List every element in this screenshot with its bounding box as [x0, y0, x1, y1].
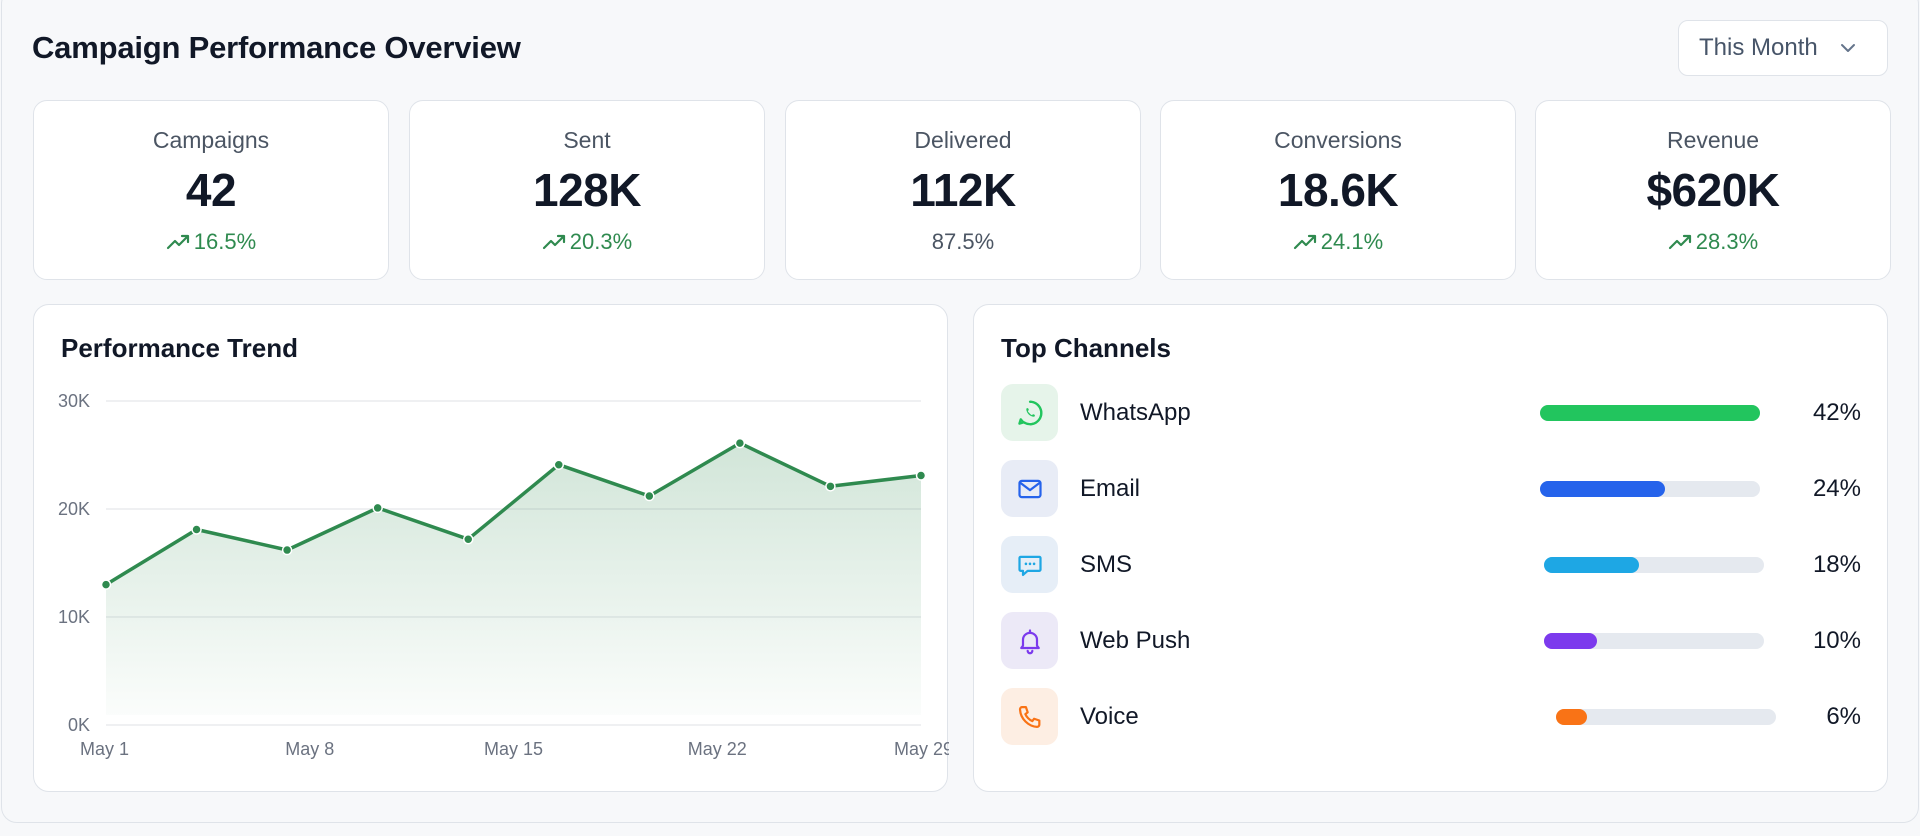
channel-progress-fill — [1556, 709, 1587, 725]
channel-progress-track — [1556, 709, 1776, 725]
trend-point — [553, 459, 565, 470]
stat-change: 16.5% — [34, 229, 388, 255]
channel-row-web-push: Web Push 10% — [1001, 612, 1861, 670]
stat-card-delivered: Delivered 112K 87.5% — [785, 100, 1141, 280]
trend-point — [644, 490, 655, 502]
whatsapp-icon — [1001, 384, 1058, 441]
trend-point — [734, 437, 746, 449]
x-tick-label: May 8 — [285, 739, 334, 759]
stat-change-value: 16.5% — [193, 229, 257, 254]
trend-point — [281, 544, 293, 556]
channel-progress-track — [1540, 405, 1760, 421]
x-tick-label: May 29 — [894, 739, 949, 759]
page-title: Campaign Performance Overview — [32, 30, 521, 65]
stat-change-value: 20.3% — [569, 229, 633, 254]
channel-progress-track — [1544, 557, 1764, 573]
top-channels-card: Top Channels WhatsApp 42% Email 24% SMS … — [973, 304, 1888, 792]
channel-progress-track — [1540, 481, 1760, 497]
stat-label: Sent — [563, 127, 611, 153]
trending-up-icon — [166, 234, 189, 250]
stat-change-value: 24.1% — [1320, 229, 1384, 254]
stat-change-value: 87.5% — [931, 229, 995, 254]
stat-change: 87.5% — [786, 229, 1140, 255]
stat-card-conversions: Conversions 18.6K 24.1% — [1160, 100, 1516, 280]
channel-row-voice: Voice 6% — [1001, 688, 1861, 746]
trending-up-icon — [542, 234, 565, 250]
channel-name: Email — [1080, 475, 1141, 502]
performance-trend-card: Performance Trend 0K 10K 20K 30K May 1 May 8… — [33, 304, 949, 792]
stat-change: 28.3% — [1536, 229, 1890, 255]
stat-card-campaigns: Campaigns 42 16.5% — [33, 100, 389, 280]
y-tick-label: 20K — [58, 499, 90, 519]
trend-point — [372, 502, 383, 514]
channel-row-sms: SMS 18% — [1001, 536, 1861, 594]
stat-label: Campaigns — [152, 127, 270, 153]
trending-up-icon — [1293, 234, 1316, 250]
stat-change: 24.1% — [1161, 229, 1515, 255]
y-tick-label: 0K — [68, 715, 90, 735]
stat-change-value: 28.3% — [1695, 229, 1759, 254]
trend-point — [915, 470, 927, 481]
trend-point — [825, 481, 836, 492]
channel-name: SMS — [1080, 551, 1133, 578]
stat-value: 112K — [910, 164, 1016, 216]
channel-progress-fill — [1544, 633, 1597, 649]
channel-progress-fill — [1540, 405, 1760, 421]
mail-icon — [1001, 460, 1058, 517]
card-title: Top Channels — [1001, 333, 1171, 363]
channel-progress-fill — [1544, 557, 1639, 573]
stat-label: Revenue — [1666, 127, 1760, 153]
channel-percent: 42% — [1812, 399, 1861, 426]
x-tick-label: May 1 — [80, 739, 129, 759]
stat-card-sent: Sent 128K 20.3% — [409, 100, 765, 280]
period-select-label: This Month — [1699, 34, 1818, 61]
bell-icon — [1001, 612, 1058, 669]
period-select[interactable]: This Month — [1678, 20, 1888, 76]
trend-line — [105, 441, 922, 587]
trend-point — [100, 579, 112, 590]
stat-label: Delivered — [914, 127, 1012, 153]
trend-area — [106, 443, 921, 715]
y-tick-label: 30K — [58, 391, 90, 411]
stat-value: 18.6K — [1277, 164, 1399, 216]
chat-icon — [1001, 536, 1058, 593]
stat-label: Conversions — [1274, 127, 1402, 153]
channel-progress-fill — [1540, 481, 1666, 497]
performance-trend-chart: 0K 10K 20K 30K May 1 May 8 May 15 May 22 May 29 — [58, 391, 949, 759]
channel-row-email: Email 24% — [1001, 460, 1861, 518]
channel-progress-track — [1544, 633, 1764, 649]
trend-point — [462, 533, 474, 545]
phone-icon — [1001, 688, 1058, 745]
stat-card-revenue: Revenue $620K 28.3% — [1535, 100, 1891, 280]
channel-name: WhatsApp — [1080, 399, 1191, 426]
trending-up-icon — [1668, 234, 1691, 250]
card-title: Performance Trend — [61, 333, 298, 363]
stat-change: 20.3% — [410, 229, 764, 255]
x-tick-label: May 22 — [688, 739, 747, 759]
channel-percent: 18% — [1812, 551, 1861, 578]
stat-value: $620K — [1646, 164, 1780, 216]
channel-percent: 6% — [1826, 703, 1861, 730]
channel-percent: 10% — [1812, 627, 1861, 654]
trend-point — [191, 524, 202, 535]
stat-value: 42 — [185, 164, 237, 216]
channel-percent: 24% — [1812, 475, 1861, 502]
y-tick-label: 10K — [58, 607, 90, 627]
x-tick-label: May 15 — [484, 739, 543, 759]
channel-name: Web Push — [1080, 627, 1191, 654]
chevron-down-icon — [1840, 44, 1855, 52]
channel-name: Voice — [1080, 703, 1139, 730]
stat-value: 128K — [533, 164, 641, 216]
channel-row-whatsapp: WhatsApp 42% — [1001, 384, 1861, 442]
